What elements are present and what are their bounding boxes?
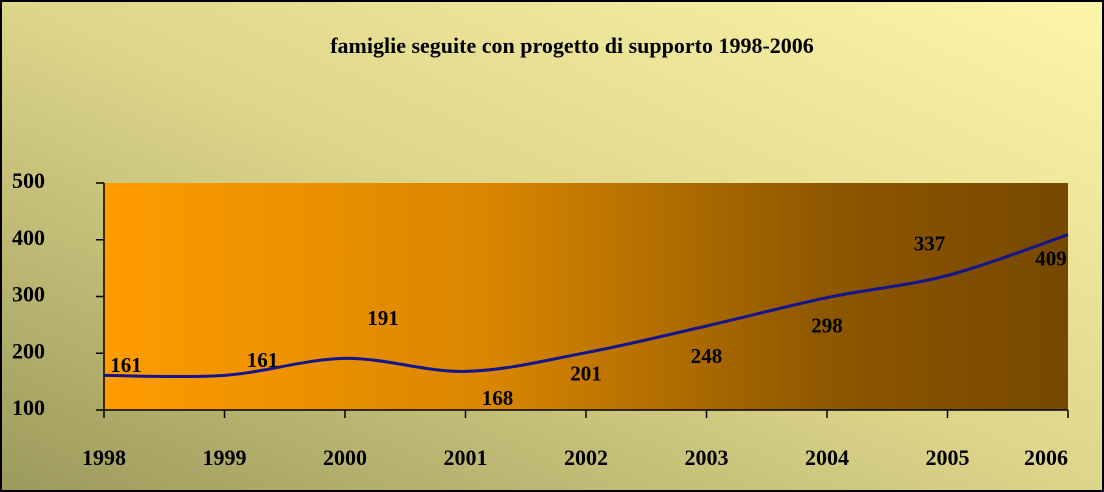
data-label: 201	[570, 361, 602, 385]
plot-area	[104, 183, 1068, 410]
x-tick-label: 2004	[805, 445, 849, 470]
data-label: 337	[914, 231, 946, 255]
x-tick-label: 2003	[685, 445, 729, 470]
data-label: 168	[482, 386, 514, 410]
x-tick-label: 2000	[323, 445, 367, 470]
data-label: 191	[367, 306, 399, 330]
data-label: 409	[1035, 246, 1067, 270]
x-tick-label: 1998	[82, 445, 126, 470]
y-tick-label: 500	[12, 168, 45, 193]
data-line	[103, 233, 1069, 379]
x-tick-label: 2001	[444, 445, 488, 470]
data-label: 161	[247, 348, 279, 372]
x-tick-label: 2005	[926, 445, 970, 470]
y-tick-label: 300	[12, 282, 45, 307]
y-tick-label: 400	[12, 225, 45, 250]
x-tick-label: 2002	[564, 445, 608, 470]
y-tick-label: 200	[12, 338, 45, 363]
data-label: 161	[110, 353, 142, 377]
data-label: 248	[691, 344, 723, 368]
x-tick-label: 1999	[203, 445, 247, 470]
data-label: 298	[811, 313, 843, 337]
x-tick-label: 2006	[1024, 445, 1068, 470]
y-tick-label: 100	[12, 395, 45, 420]
chart-title: famiglie seguite con progetto di support…	[330, 33, 814, 58]
